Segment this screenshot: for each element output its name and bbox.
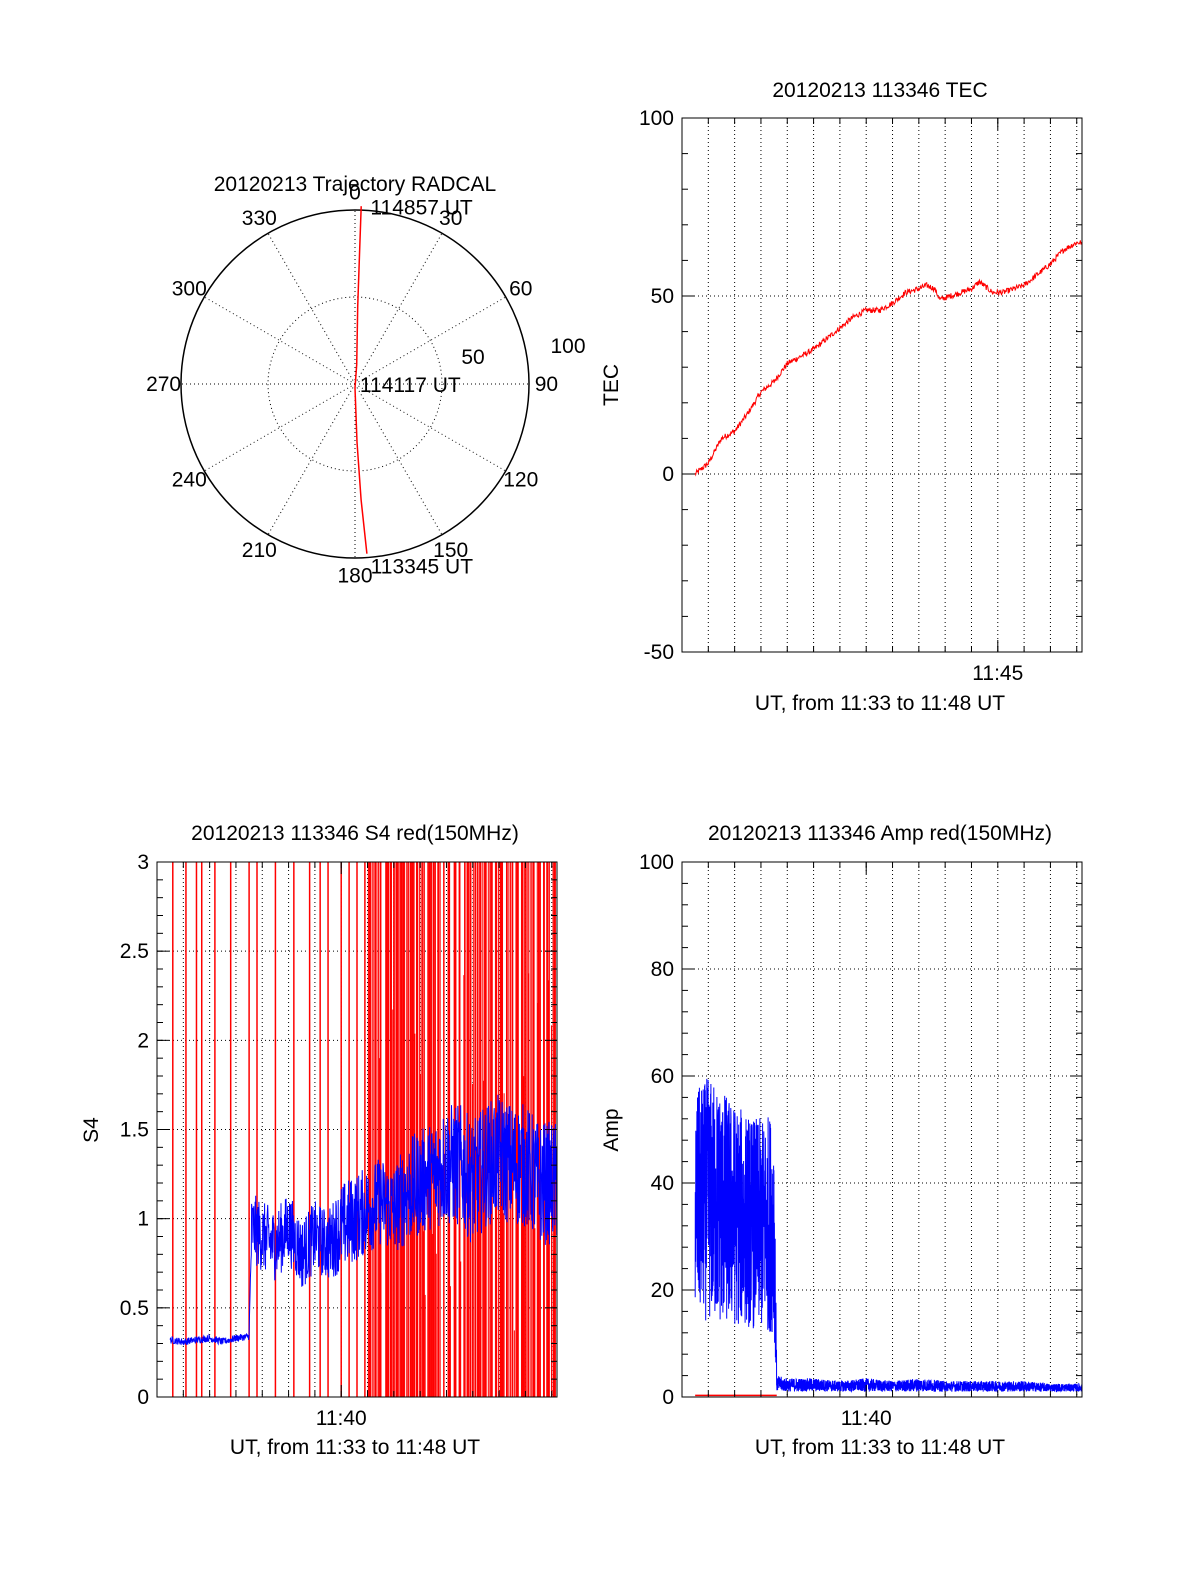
trajectory-ring (267, 296, 443, 472)
s4-xlabel: UT, from 11:33 to 11:48 UT (230, 1436, 480, 1459)
amp-ytick-label: 60 (651, 1065, 674, 1088)
amp-ytick-label: 40 (651, 1172, 674, 1195)
trajectory-time-label: 114117 UT (360, 374, 461, 397)
s4-title: 20120213 113346 S4 red(150MHz) (191, 822, 519, 845)
amp-ytick-label: 20 (651, 1279, 674, 1302)
amp-xlabel: UT, from 11:33 to 11:48 UT (755, 1436, 1005, 1459)
trajectory-spoke (204, 296, 356, 385)
s4-ytick-label: 2 (137, 1029, 149, 1052)
trajectory-path (354, 206, 368, 554)
amp-title: 20120213 113346 Amp red(150MHz) (708, 822, 1052, 845)
s4-ytick-label: 0 (137, 1386, 149, 1409)
tec-ytick-label: 0 (662, 463, 674, 486)
trajectory-spoke (267, 383, 356, 535)
trajectory-azimuth-label: 0 (349, 182, 361, 205)
tec-ylabel: TEC (600, 364, 623, 406)
trajectory-azimuth-label: 300 (172, 277, 207, 300)
trajectory-ring-label: 100 (550, 335, 585, 358)
s4-ytick-label: 2.5 (120, 940, 149, 963)
amp-ytick-label: 80 (651, 958, 674, 981)
tec-ytick-label: -50 (644, 641, 674, 664)
amp-ylabel: Amp (600, 1108, 623, 1151)
trajectory-azimuth-label: 30 (439, 207, 462, 230)
s4-ytick-label: 0.5 (120, 1297, 149, 1320)
trajectory-azimuth-label: 240 (172, 469, 207, 492)
tec-panel: 20120213 113346 TEC TEC UT, from 11:33 t… (600, 79, 1083, 715)
s4-panel: 20120213 113346 S4 red(150MHz) S4 UT, fr… (80, 822, 558, 1459)
trajectory-ring-label: 50 (461, 346, 484, 369)
trajectory-azimuth-label: 270 (146, 373, 181, 396)
trajectory-spoke (354, 383, 443, 535)
trajectory-azimuth-label: 150 (433, 539, 468, 562)
s4-ylabel: S4 (80, 1117, 103, 1143)
trajectory-azimuth-label: 60 (509, 277, 532, 300)
trajectory-spoke (354, 383, 506, 472)
trajectory-azimuth-label: 180 (337, 564, 372, 587)
trajectory-outer-circle (180, 209, 530, 559)
s4-ytick-label: 1 (137, 1208, 149, 1231)
amp-ytick-label: 0 (662, 1386, 674, 1409)
tec-title: 20120213 113346 TEC (772, 79, 987, 102)
tec-ytick-label: 50 (651, 285, 674, 308)
s4-ytick-label: 1.5 (120, 1119, 149, 1142)
trajectory-azimuth-label: 330 (242, 207, 277, 230)
s4-blue-line (169, 1094, 558, 1346)
trajectory-azimuth-label: 90 (535, 373, 558, 396)
trajectory-azimuth-label: 210 (242, 539, 277, 562)
trajectory-panel: 20120213 Trajectory RADCAL 0 30 60 90 120 150… (146, 173, 585, 587)
trajectory-spoke (354, 296, 506, 385)
s4-xtick-label: 11:40 (316, 1407, 367, 1430)
trajectory-spoke (267, 233, 356, 385)
trajectory-title: 20120213 Trajectory RADCAL (214, 173, 497, 196)
tec-series-line (694, 240, 1082, 477)
amp-xtick-label: 11:40 (841, 1407, 892, 1430)
amp-blue-line (694, 1078, 1083, 1394)
tec-xlabel: UT, from 11:33 to 11:48 UT (755, 692, 1005, 715)
trajectory-azimuth-label: 120 (503, 469, 538, 492)
s4-ytick-label: 3 (137, 851, 149, 874)
trajectory-spoke (354, 233, 443, 385)
amp-panel: 20120213 113346 Amp red(150MHz) Amp UT, … (600, 822, 1083, 1459)
tec-frame (681, 117, 1083, 653)
trajectory-spoke (204, 383, 356, 472)
tec-ytick-label: 100 (639, 107, 674, 130)
amp-frame (681, 861, 1083, 1398)
amp-ytick-label: 100 (639, 851, 674, 874)
trajectory-time-label: 113345 UT (371, 555, 474, 578)
tec-xtick-label: 11:45 (972, 662, 1023, 685)
trajectory-time-label: 114857 UT (370, 197, 473, 220)
